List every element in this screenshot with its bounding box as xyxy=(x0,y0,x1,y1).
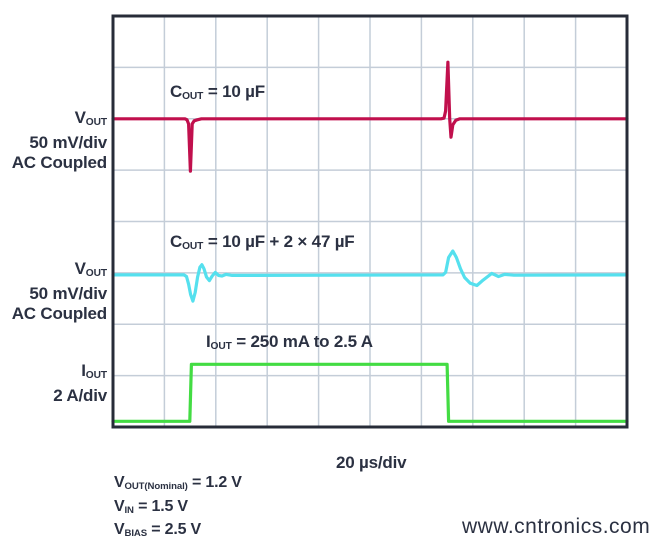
test-conditions: VOUT(Nominal) = 1.2 V VIN = 1.5 V VBIAS … xyxy=(114,473,242,544)
channel-coupling: AC Coupled xyxy=(11,153,107,173)
channel-scale: 50 mV/div xyxy=(29,284,107,304)
annotation-cout-10uf-2x47uf: COUT = 10 µF + 2 × 47 µF xyxy=(170,232,355,253)
annotation-iout-step: IOUT = 250 mA to 2.5 A xyxy=(206,332,373,353)
iout-trace xyxy=(111,362,629,423)
channel-coupling: AC Coupled xyxy=(11,304,107,324)
plot-border xyxy=(111,14,629,429)
condition-vin: VIN = 1.5 V xyxy=(114,497,188,516)
channel-signal: VOUT xyxy=(74,259,107,280)
channel-scale: 50 mV/div xyxy=(29,133,107,153)
channel-signal: VOUT xyxy=(74,108,107,129)
condition-vout-nominal: VOUT(Nominal) = 1.2 V xyxy=(114,474,242,493)
vout-cout-10uf-trace xyxy=(111,60,629,173)
channel-label-iout: IOUT 2 A/div xyxy=(53,361,107,406)
channel-label-vout-1: VOUT 50 mV/div AC Coupled xyxy=(12,108,107,173)
annotation-cout-10uf: COUT = 10 µF xyxy=(170,82,265,103)
condition-vbias: VBIAS = 2.5 V xyxy=(114,521,202,540)
vout-cout-10uf-2x47uf-trace xyxy=(111,249,629,303)
channel-label-vout-2: VOUT 50 mV/div AC Coupled xyxy=(12,259,107,324)
watermark: www.cntronics.com xyxy=(462,515,650,538)
channel-scale: 2 A/div xyxy=(53,386,107,406)
channel-signal: IOUT xyxy=(81,361,107,382)
time-scale-label: 20 µs/div xyxy=(336,453,407,472)
